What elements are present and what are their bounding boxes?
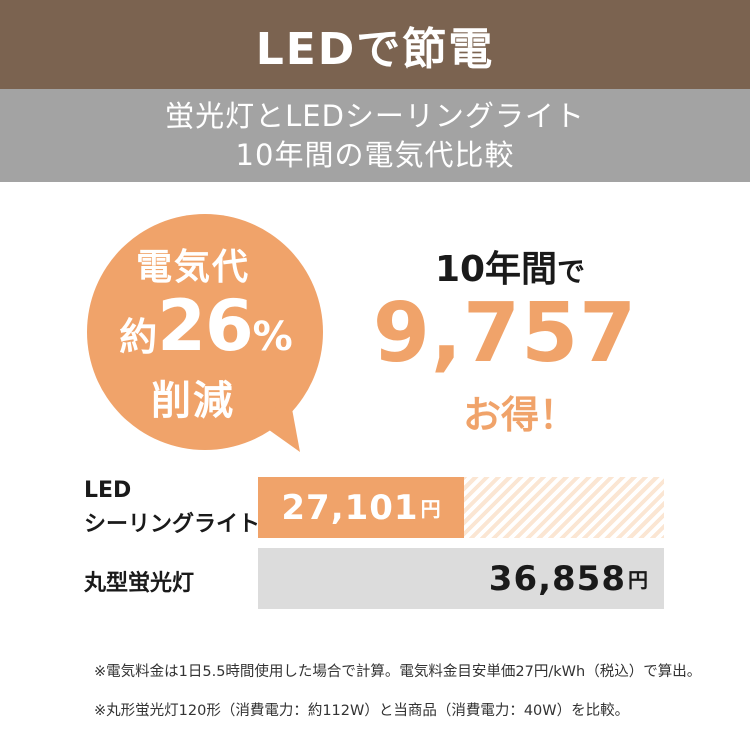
subheader-line-1: 蛍光灯とLEDシーリングライト [165, 98, 585, 133]
bubble-line-1: 電気代 [135, 247, 250, 288]
savings-tail: お得！ [462, 393, 577, 437]
led-label-line-2: シーリングライト [84, 512, 261, 537]
bubble-percent: 26 [157, 285, 253, 367]
page-title: LEDで節電 [255, 23, 495, 75]
bubble-percent-row: 約 26 % [86, 286, 326, 366]
savings-amount: 9,757 [372, 286, 638, 381]
led-label-line-1: LED [84, 478, 132, 503]
led-value: 27,101 [281, 487, 419, 528]
fluorescent-label: 丸型蛍光灯 [84, 571, 195, 596]
footnote-1: ※電気料金は1日5.5時間使用した場合で計算。電気料金目安単価27円/kWh（税… [94, 664, 702, 680]
header-banner: LEDで節電 [0, 0, 750, 89]
led-bar: 27,101 円 [258, 477, 464, 538]
subheader-banner: 蛍光灯とLEDシーリングライト 10年間の電気代比較 [0, 89, 750, 182]
footnote-2: ※丸形蛍光灯120形（消費電力：約112W）と当商品（消費電力：40W）を比較。 [94, 703, 630, 719]
fluorescent-unit: 円 [628, 568, 648, 592]
savings-period: 10年間 で [380, 240, 640, 292]
bubble-percent-sign: % [252, 314, 293, 360]
fluorescent-bar: 36,858 円 [258, 548, 664, 609]
led-unit: 円 [420, 497, 441, 521]
fluorescent-value: 36,858 [488, 558, 626, 599]
subheader-line-2: 10年間の電気代比較 [235, 137, 515, 172]
bubble-prefix: 約 [119, 315, 158, 359]
savings-particle: で [557, 255, 586, 288]
savings-years: 10年間 [434, 249, 558, 290]
bubble-line-3: 削減 [151, 378, 235, 424]
